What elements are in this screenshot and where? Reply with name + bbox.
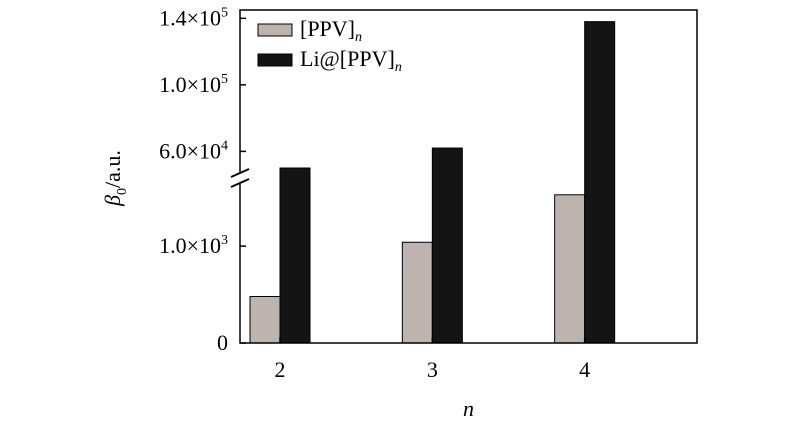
x-tick-label: 4 — [579, 357, 590, 382]
x-tick-label: 2 — [275, 357, 286, 382]
axis-break-line — [230, 178, 250, 188]
bar-ppv-n3 — [401, 241, 433, 344]
axis-break-line — [230, 168, 250, 178]
x-axis-title: n — [463, 396, 474, 421]
axis-break-mark — [230, 168, 250, 188]
y-axis-title-text: β0/a.u. — [100, 150, 130, 207]
y-axis: 0 1.0×103 6.0×104 1.0×105 1.4×105 — [159, 5, 246, 355]
legend-swatch — [257, 53, 293, 67]
y-tick-label: 0 — [217, 330, 228, 355]
legend-label: [PPV]n — [300, 16, 362, 45]
legend-swatch — [257, 23, 293, 37]
x-tick-label: 3 — [427, 357, 438, 382]
legend: [PPV]nLi@[PPV]n — [257, 16, 402, 75]
y-axis-title: β0/a.u. — [100, 150, 130, 207]
bar-li-ppv-n4 — [584, 21, 616, 344]
y-tick-label: 1.0×103 — [159, 233, 228, 258]
y-tick-label: 6.0×104 — [159, 138, 228, 163]
legend-label: Li@[PPV]n — [300, 46, 402, 75]
bar-ppv-n2 — [249, 296, 281, 344]
bars-layer — [249, 21, 616, 344]
bar-ppv-n4 — [554, 194, 586, 344]
y-tick-label: 1.4×105 — [159, 5, 228, 30]
y-tick-label: 1.0×105 — [159, 72, 228, 97]
bar-li-ppv-n2 — [279, 167, 311, 344]
x-axis: 2 3 4 — [275, 337, 590, 382]
bar-li-ppv-n3 — [431, 147, 463, 344]
